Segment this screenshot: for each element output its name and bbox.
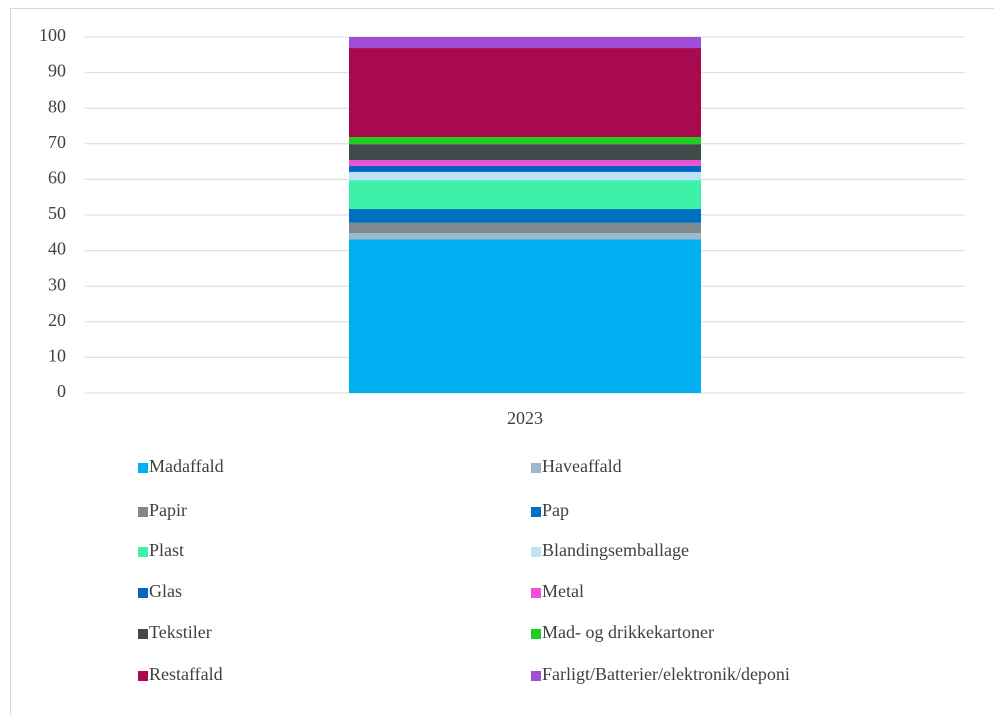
bar-segment [349, 223, 701, 233]
bar-segment [349, 233, 701, 239]
bar-segment [349, 180, 701, 209]
y-tick-label: 70 [48, 132, 66, 152]
legend-swatch [531, 463, 541, 473]
bar-segment [349, 209, 701, 223]
y-tick-label: 100 [39, 25, 66, 45]
bar-segment [349, 239, 701, 393]
legend-swatch [138, 629, 148, 639]
x-tick-label: 2023 [507, 408, 543, 428]
bar-segment [349, 37, 701, 48]
legend-swatch [138, 588, 148, 598]
y-tick-label: 0 [57, 381, 66, 401]
y-tick-label: 50 [48, 203, 66, 223]
legend-swatch [138, 507, 148, 517]
legend-swatch [531, 629, 541, 639]
y-tick-label: 10 [48, 346, 66, 366]
legend-label: Papir [149, 500, 187, 520]
legend-label: Haveaffald [542, 456, 622, 476]
legend-label: Farligt/Batterier/elektronik/deponi [542, 664, 790, 684]
legend-swatch [531, 547, 541, 557]
legend-swatch [138, 547, 148, 557]
legend-label: Glas [149, 581, 182, 601]
y-tick-label: 80 [48, 96, 66, 116]
bar-segment [349, 48, 701, 137]
bar-segment [349, 137, 701, 144]
legend-label: Metal [542, 581, 584, 601]
legend-label: Tekstiler [149, 622, 212, 642]
y-tick-label: 40 [48, 239, 66, 259]
legend-swatch [531, 507, 541, 517]
y-tick-label: 60 [48, 168, 66, 188]
legend-swatch [138, 671, 148, 681]
y-tick-label: 20 [48, 310, 66, 330]
legend-swatch [138, 463, 148, 473]
legend-label: Madaffald [149, 456, 224, 476]
bar-segment [349, 166, 701, 172]
legend-label: Plast [149, 540, 184, 560]
legend-label: Mad- og drikkekartoner [542, 622, 714, 642]
legend-swatch [531, 671, 541, 681]
bar-segment [349, 172, 701, 180]
legend-swatch [531, 588, 541, 598]
legend-label: Blandingsemballage [542, 540, 689, 560]
legend-label: Pap [542, 500, 569, 520]
y-tick-label: 90 [48, 61, 66, 81]
bar-segment [349, 144, 701, 160]
y-tick-label: 30 [48, 274, 66, 294]
legend-label: Restaffald [149, 664, 223, 684]
bar-segment [349, 160, 701, 166]
